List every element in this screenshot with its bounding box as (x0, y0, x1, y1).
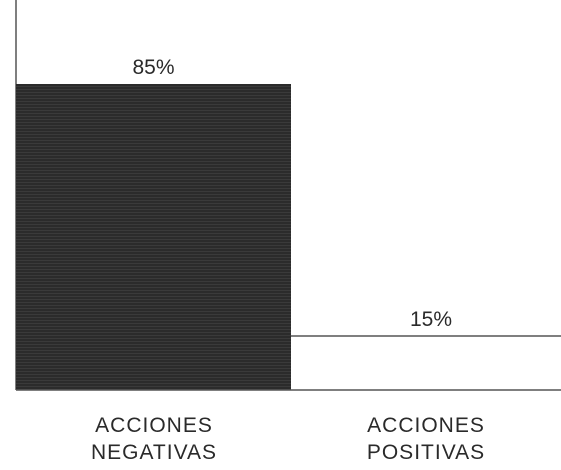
data-label-negativas: 85% (132, 56, 174, 79)
x-tick-label-negativas-line-2: NEGATIVAS (90, 441, 218, 464)
data-label-positivas: 15% (410, 308, 452, 331)
x-tick-label-positivas: ACCIONES POSITIVAS (326, 412, 526, 466)
x-tick-label-positivas-line-1: ACCIONES (367, 414, 485, 437)
bar-positivas (291, 336, 561, 390)
x-tick-label-positivas-line-2: POSITIVAS (366, 441, 486, 464)
x-tick-label-negativas-line-1: ACCIONES (95, 414, 213, 437)
bar-negativas (16, 84, 291, 390)
x-tick-label-negativas: ACCIONES NEGATIVAS (54, 412, 254, 466)
